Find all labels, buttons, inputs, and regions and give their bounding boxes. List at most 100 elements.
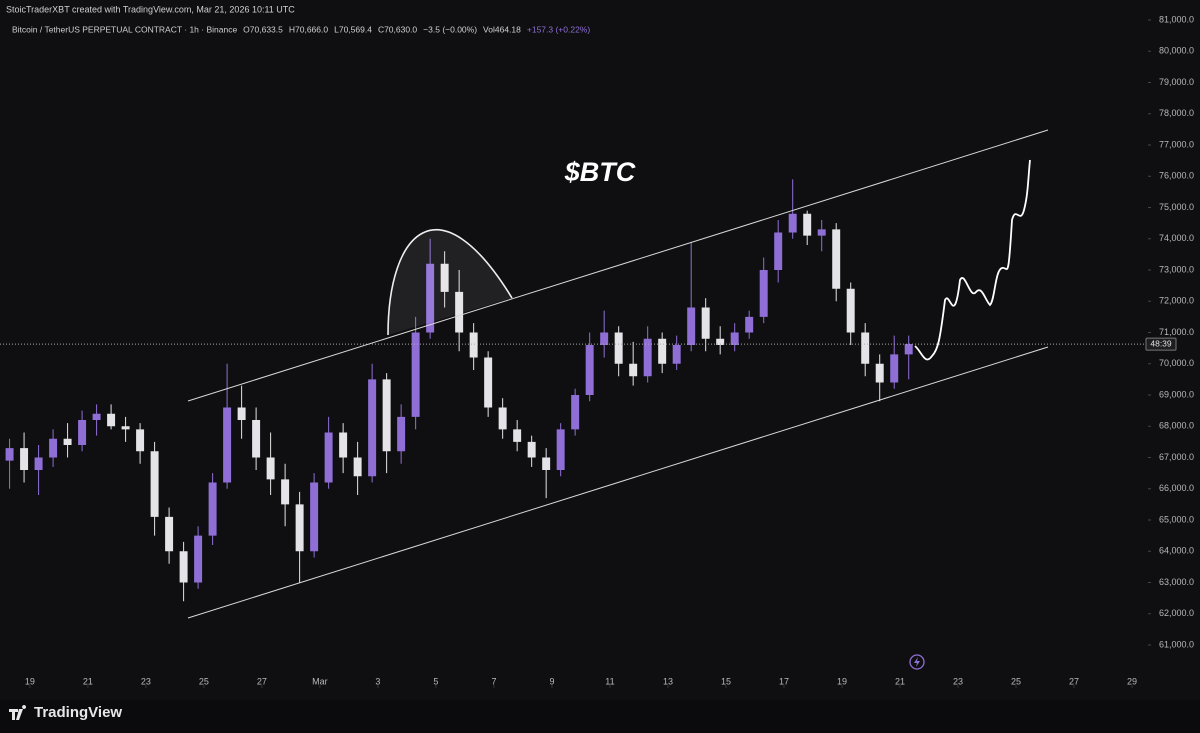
legend-text: +157.3 (+0.22%) (527, 24, 590, 34)
x-tick-label: 27 (1069, 676, 1079, 686)
candle-body (527, 441, 536, 458)
candle-body (803, 213, 812, 236)
candle-body (368, 379, 377, 477)
candle-body (440, 263, 449, 292)
candle-body (426, 263, 435, 333)
candle-body (411, 332, 420, 417)
y-tick-label: 78,000.0 (1159, 108, 1194, 118)
legend-text: H70,666.0 (289, 24, 328, 34)
candle-body (310, 482, 319, 552)
candle-body (788, 213, 797, 233)
y-tick-label: 80,000.0 (1159, 46, 1194, 56)
x-tick-label: 17 (779, 676, 789, 686)
candle-body (20, 448, 29, 470)
x-tick-label: 19 (837, 676, 847, 686)
candle-body (716, 338, 725, 345)
candle-body (890, 354, 899, 383)
countdown-box (1145, 337, 1177, 351)
candle-body (687, 307, 696, 345)
y-tick-label: 69,000.0 (1159, 389, 1194, 399)
candle-body (353, 457, 362, 477)
candle-body (223, 407, 232, 483)
brand-logo (9, 705, 27, 720)
annotation: $BTC (564, 157, 636, 187)
candle-body (875, 363, 884, 383)
x-tick-label: 15 (721, 676, 731, 686)
legend: Bitcoin / TetherUS PERPETUAL CONTRACT · … (12, 24, 590, 34)
candle-body (339, 432, 348, 458)
legend-text: C70,630.0 (378, 24, 417, 34)
candle-body (150, 451, 159, 517)
candle-body (455, 291, 464, 333)
y-tick-label: 61,000.0 (1159, 639, 1194, 649)
candle-body (136, 429, 145, 452)
candle-body (629, 363, 638, 377)
candle-body (658, 338, 667, 364)
candle-body (759, 270, 768, 317)
y-tick-label: 76,000.0 (1159, 171, 1194, 181)
x-tick-label: Mar (312, 676, 328, 686)
candle-body (78, 420, 87, 445)
x-tick-label: 7 (491, 676, 496, 686)
x-tick-label: 3 (375, 676, 380, 686)
candle-body (672, 345, 681, 364)
y-tick-label: 72,000.0 (1159, 296, 1194, 306)
x-tick-label: 25 (199, 676, 209, 686)
x-tick-label: 21 (895, 676, 905, 686)
candle-body (774, 232, 783, 270)
y-tick-label: 66,000.0 (1159, 483, 1194, 493)
candle-body (324, 432, 333, 483)
alert-icon (909, 654, 925, 670)
candle-body (208, 482, 217, 536)
candle-body (194, 535, 203, 583)
candle-body (513, 429, 522, 442)
candle-body (817, 229, 826, 236)
candle-body (542, 457, 551, 470)
channel-lower (187, 346, 1049, 619)
candle-body (5, 448, 14, 461)
candle-body (295, 504, 304, 552)
candle-body (614, 332, 623, 364)
y-tick-label: 71,000.0 (1159, 327, 1194, 337)
candle-body (382, 379, 391, 452)
x-tick-label: 25 (1011, 676, 1021, 686)
x-tick-label: 23 (141, 676, 151, 686)
candle-body (846, 288, 855, 333)
x-tick-label: 11 (605, 676, 614, 686)
x-tick-label: 13 (663, 676, 673, 686)
x-tick-label: 9 (549, 676, 554, 686)
candle-body (121, 426, 130, 430)
countdown: 48:39 (1150, 338, 1172, 348)
y-tick-label: 75,000.0 (1159, 202, 1194, 212)
candle-body (107, 413, 116, 427)
channel-upper (187, 129, 1049, 402)
curve-drawing (387, 229, 513, 336)
candle-body (165, 516, 174, 552)
y-tick-label: 65,000.0 (1159, 514, 1194, 524)
brand: TradingView (34, 704, 122, 721)
candle-body (179, 551, 188, 583)
x-tick-label: 29 (1127, 676, 1137, 686)
legend-text: Vol464.18 (483, 24, 521, 34)
candle-body (832, 229, 841, 289)
candle-body (469, 332, 478, 358)
y-tick-label: 77,000.0 (1159, 139, 1194, 149)
candle-body (585, 345, 594, 395)
candle-body (643, 338, 652, 377)
y-tick-label: 70,000.0 (1159, 358, 1194, 368)
x-tick-label: 21 (83, 676, 93, 686)
candle-body (34, 457, 43, 470)
y-tick-label: 79,000.0 (1159, 77, 1194, 87)
candle-body (237, 407, 246, 420)
legend-text: −3.5 (−0.00%) (423, 24, 477, 34)
y-tick-label: 62,000.0 (1159, 608, 1194, 618)
x-tick-label: 27 (257, 676, 267, 686)
candle-body (49, 438, 58, 458)
candle-body (701, 307, 710, 339)
candle-body (861, 332, 870, 364)
candle-body (498, 407, 507, 430)
y-tick-label: 74,000.0 (1159, 233, 1194, 243)
candle-body (92, 413, 101, 420)
